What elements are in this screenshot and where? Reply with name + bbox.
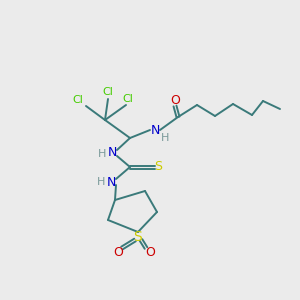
Text: O: O [113,245,123,259]
Text: N: N [150,124,160,136]
Text: Cl: Cl [103,87,113,97]
Text: S: S [154,160,162,173]
Text: Cl: Cl [73,95,83,105]
Text: H: H [161,133,169,143]
Text: S: S [134,230,142,244]
Text: H: H [97,177,105,187]
Text: Cl: Cl [123,94,134,104]
Text: O: O [145,245,155,259]
Text: N: N [107,146,117,160]
Text: O: O [170,94,180,106]
Text: H: H [98,149,106,159]
Text: N: N [106,176,116,188]
